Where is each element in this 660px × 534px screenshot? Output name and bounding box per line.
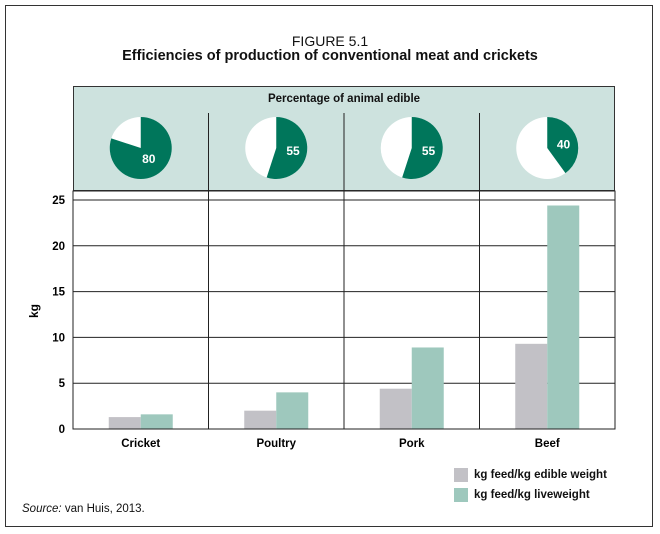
y-tick-label: 0 [59,424,65,436]
pie-caption: Percentage of animal edible [267,93,421,105]
x-tick-label: Cricket [121,438,160,450]
pie-slice-pork [402,117,443,179]
legend-swatch-live [454,488,468,502]
legend-label-live: kg feed/kg liveweight [474,489,590,501]
bar-cricket-live [140,414,173,429]
y-axis-label: kg [27,304,41,318]
y-tick-label: 5 [59,378,66,390]
axes-group: 0 5 10 15 20 25 Cricket Poultry Pork Beef [52,190,616,450]
legend-item-edible: kg feed/kg edible weight [454,468,607,482]
y-tick-label: 10 [52,332,65,344]
x-tick-label: Poultry [256,438,296,450]
bar-cricket-edible [108,417,141,429]
legend-item-live: kg feed/kg liveweight [454,488,590,502]
y-tick-label: 20 [52,241,65,253]
pie-label: 80 [142,152,156,166]
pie-slice-beef [547,117,579,174]
bar-beef-live [547,205,580,429]
figure-frame [5,5,653,527]
pie-slice-poultry [266,117,308,179]
bar-poultry-edible [244,410,277,429]
source-note: Source: van Huis, 2013. [22,503,145,515]
legend-swatch-edible [454,468,468,482]
y-tick-label: 15 [52,287,65,299]
pie-label: 55 [422,144,436,158]
legend-label-edible: kg feed/kg edible weight [474,469,607,481]
bars-group [108,205,580,429]
pie-label: 40 [557,138,571,152]
x-tick-label: Pork [399,438,425,450]
pie-group: 80 55 55 40 [109,117,579,179]
plot-border [72,190,616,430]
pie-slice-cricket [109,117,172,179]
x-tick-label: Beef [535,438,560,450]
bar-pork-live [411,347,444,429]
bar-beef-edible [515,343,548,429]
source-prefix: Source: [22,503,62,515]
figure-title: Efficiencies of production of convention… [122,48,538,64]
y-tick-label: 25 [52,195,65,207]
pie-label: 55 [286,144,300,158]
bar-poultry-live [276,392,309,429]
source-text: van Huis, 2013. [61,503,145,515]
bar-pork-edible [379,388,412,429]
figure-label: FIGURE 5.1 [291,33,369,49]
